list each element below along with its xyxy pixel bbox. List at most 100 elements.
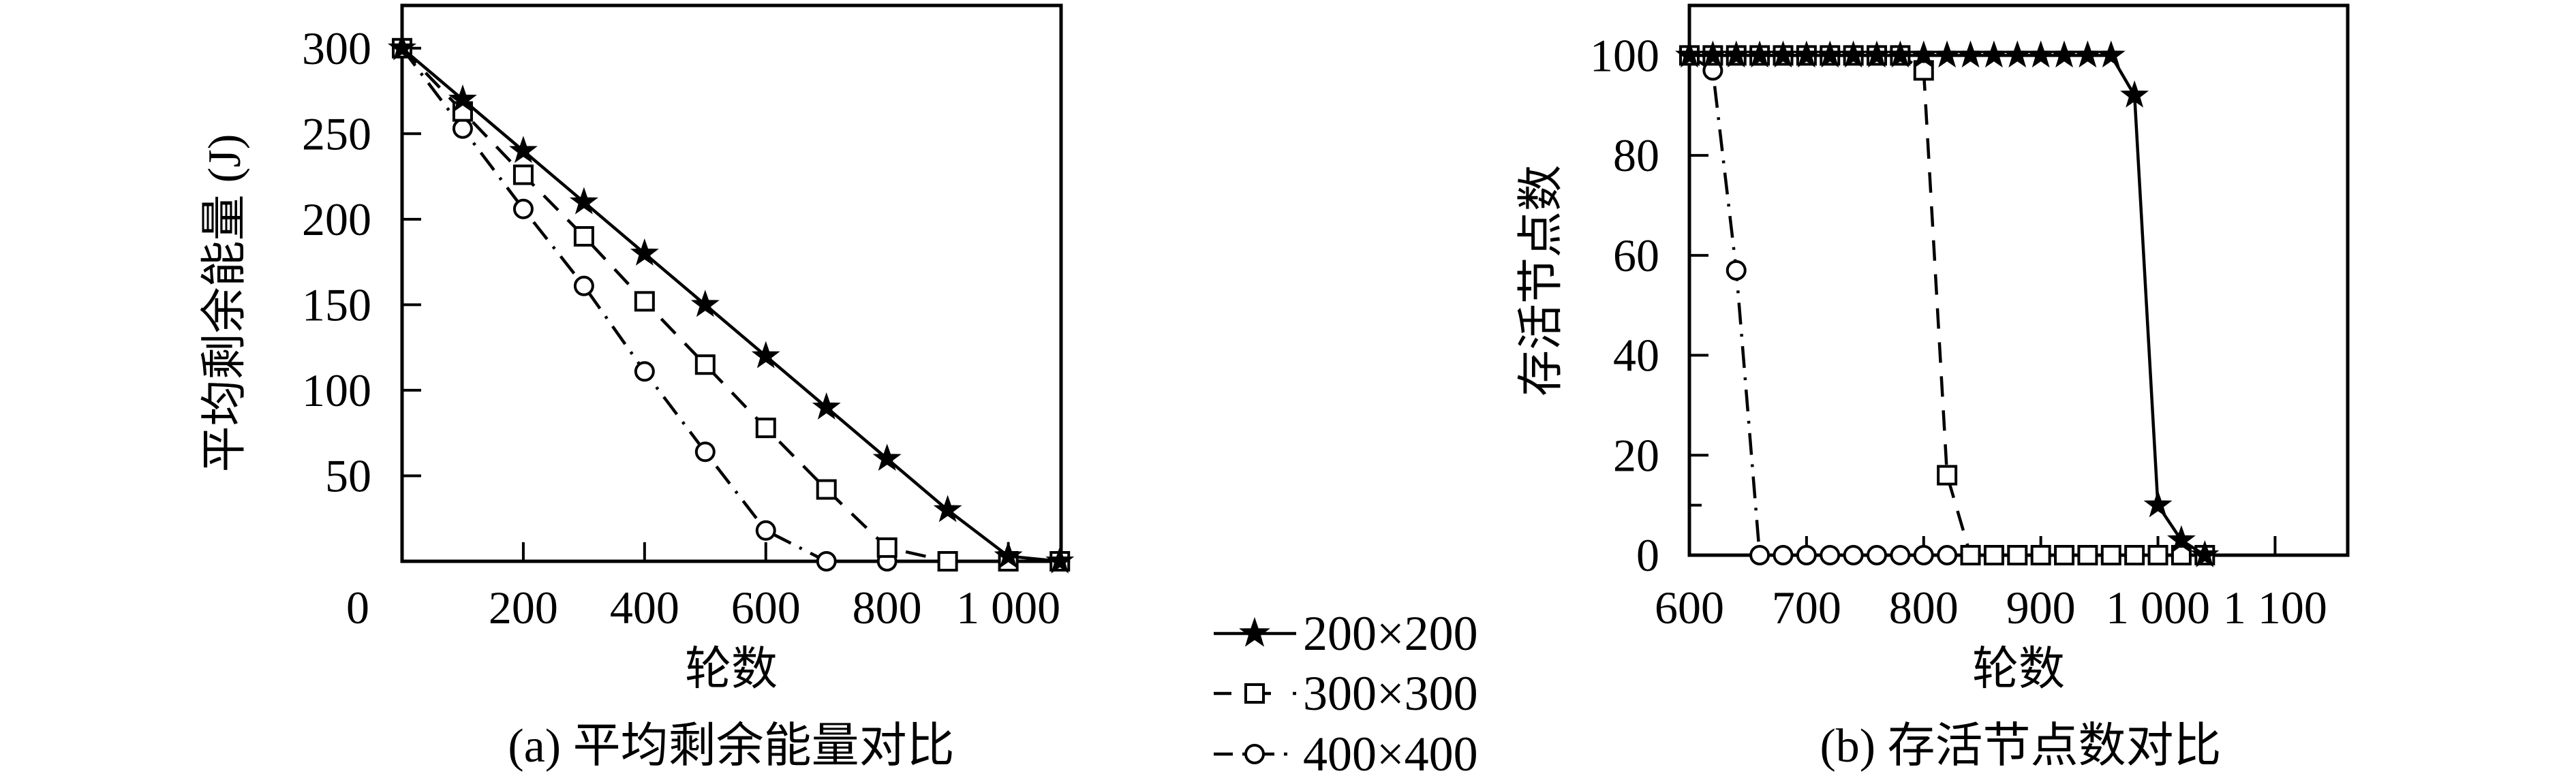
marker-star	[933, 495, 962, 522]
series-line-300x300	[401, 47, 1060, 563]
marker-star	[1745, 40, 1775, 68]
marker-circle	[1820, 545, 1841, 565]
caption-a: (a) 平均剩余能量对比	[508, 720, 954, 772]
marker-circle	[634, 361, 655, 382]
marker-circle	[512, 198, 534, 219]
marker-square	[1960, 545, 1981, 565]
marker-star	[2096, 40, 2126, 68]
marker-star	[1839, 40, 1868, 68]
legend-graphics	[1214, 616, 1296, 764]
x-tick-label: 200	[489, 582, 558, 634]
x-tick-label: 1 000	[2106, 582, 2210, 634]
marker-square	[816, 479, 837, 500]
marker-star	[2026, 40, 2055, 68]
marker-square	[1244, 683, 1265, 704]
plot-a: 0 200 400 600 800 1 000 50 100 150 200 250 300	[302, 3, 1075, 634]
plot-border	[1687, 3, 2350, 557]
marker-star	[1815, 40, 1845, 68]
marker-star	[751, 341, 780, 369]
marker-square	[2124, 545, 2145, 565]
x-tick-label: 600	[731, 582, 801, 634]
legend-label-400x400: 400×400	[1303, 727, 1478, 781]
marker-star	[2073, 40, 2102, 68]
series-line-400x400	[401, 47, 1060, 563]
marker-circle	[1726, 260, 1747, 281]
x-tick-label: 800	[1889, 582, 1959, 634]
marker-square	[573, 225, 594, 247]
marker-circle	[1796, 545, 1817, 565]
marker-star	[2050, 40, 2079, 68]
marker-star	[812, 392, 841, 420]
marker-square	[634, 291, 655, 312]
marker-square	[512, 164, 534, 185]
marker-circle	[1937, 545, 1958, 565]
marker-circle	[1843, 545, 1864, 565]
marker-star	[2143, 490, 2173, 518]
marker-star	[1886, 40, 1915, 68]
y-tick-label: 80	[1613, 129, 1659, 181]
x-tick-label: 0	[346, 582, 369, 634]
marker-circle	[573, 275, 594, 296]
marker-circle	[1244, 744, 1265, 764]
y-tick-label: 60	[1613, 230, 1659, 281]
marker-star	[387, 33, 417, 61]
marker-star	[1979, 40, 2008, 68]
marker-star	[630, 238, 659, 266]
left-x-axis-title: 轮数	[685, 643, 778, 695]
marker-circle	[1749, 545, 1770, 565]
y-tick-label: 40	[1613, 330, 1659, 381]
marker-star	[509, 136, 538, 163]
marker-circle	[694, 441, 716, 463]
y-tick-label: 300	[302, 22, 371, 74]
marker-star	[1698, 40, 1728, 68]
marker-square	[1983, 545, 2004, 565]
marker-square	[2054, 545, 2075, 565]
marker-star	[1721, 40, 1751, 68]
caption-b: (b) 存活节点数对比	[1820, 720, 2221, 772]
legend-label-200x200: 200×200	[1303, 606, 1478, 661]
y-tick-label: 150	[302, 279, 371, 330]
marker-star	[2167, 525, 2196, 552]
marker-square	[694, 354, 716, 375]
marker-star	[569, 187, 598, 215]
marker-star	[1909, 40, 1938, 68]
x-tick-label: 700	[1772, 582, 1841, 634]
marker-star	[1792, 40, 1821, 68]
marker-circle	[816, 551, 837, 572]
plot-b: 600 700 800 900 1 000 1 100 0 20 40 60 80 100	[1590, 3, 2350, 634]
x-tick-label: 900	[2006, 582, 2076, 634]
y-tick-label: 100	[1590, 29, 1659, 81]
marker-circle	[452, 118, 473, 139]
marker-square	[937, 551, 958, 572]
marker-square	[876, 537, 898, 558]
x-tick-label: 800	[853, 582, 922, 634]
marker-circle	[1773, 545, 1794, 565]
marker-star	[2120, 80, 2149, 108]
marker-square	[1937, 465, 1958, 486]
series-line-200x200	[401, 47, 1060, 563]
marker-star	[448, 84, 477, 112]
x-tick-label: 600	[1655, 582, 1724, 634]
marker-circle	[1890, 545, 1911, 565]
marker-circle	[1867, 545, 1888, 565]
marker-square	[2100, 545, 2121, 565]
marker-square	[2030, 545, 2051, 565]
marker-star	[1862, 40, 1892, 68]
y-tick-label: 250	[302, 108, 371, 159]
x-tick-label: 1 000	[956, 582, 1060, 634]
marker-star	[1933, 40, 1962, 68]
marker-circle	[1913, 545, 1934, 565]
y-tick-label: 0	[1636, 529, 1659, 581]
legend-label-300x300: 300×300	[1303, 666, 1478, 721]
plot-border	[400, 3, 1063, 563]
right-x-axis-title: 轮数	[1972, 643, 2065, 695]
marker-square	[2147, 545, 2168, 565]
marker-square	[2007, 545, 2028, 565]
marker-star	[1956, 40, 1985, 68]
y-tick-label: 50	[325, 450, 371, 501]
y-tick-label: 200	[302, 193, 371, 245]
marker-star	[2003, 40, 2032, 68]
